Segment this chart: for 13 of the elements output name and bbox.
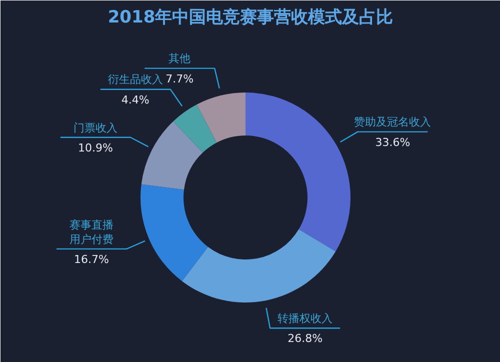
data-label: 7.7% bbox=[166, 72, 194, 86]
slice-label: 转播权收入 bbox=[278, 312, 333, 326]
slice-label: 赛事直播用户付费 bbox=[70, 218, 114, 246]
data-label: 10.9% bbox=[78, 141, 113, 154]
slice-label: 其他 bbox=[168, 52, 191, 66]
chart-title: 2018年中国电竞赛事营收模式及占比 bbox=[108, 8, 394, 28]
slice-label: 门票收入 bbox=[73, 121, 118, 134]
slice-label: 衍生品收入 bbox=[108, 73, 163, 86]
data-label: 4.4% bbox=[121, 93, 150, 106]
slice-label: 赞助及冠名收入 bbox=[354, 116, 432, 129]
data-label: 33.6% bbox=[375, 136, 410, 149]
data-label: 26.8% bbox=[288, 332, 323, 346]
data-label: 16.7% bbox=[74, 253, 110, 266]
